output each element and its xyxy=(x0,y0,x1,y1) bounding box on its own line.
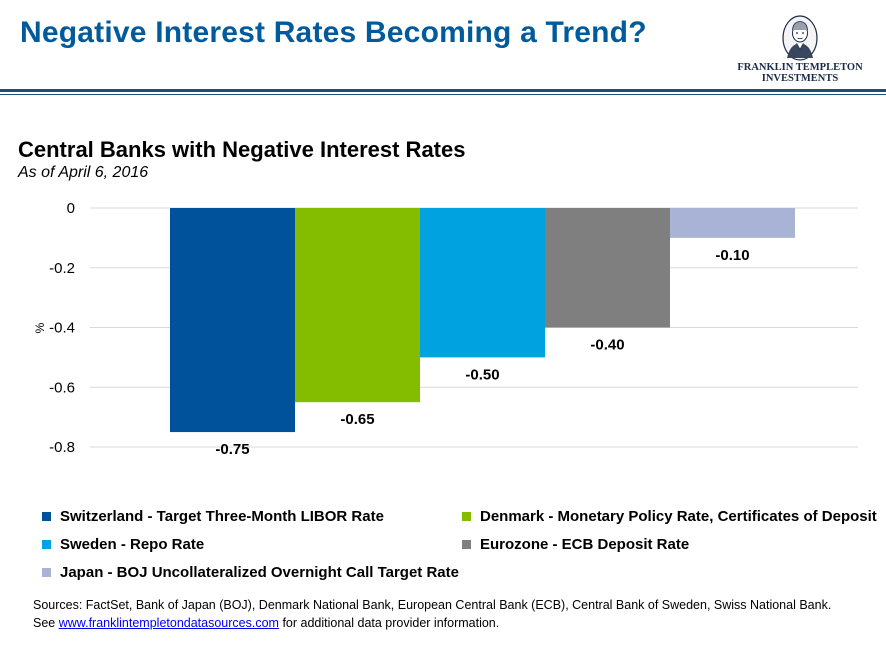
legend-label: Eurozone - ECB Deposit Rate xyxy=(480,536,690,553)
see-text: See xyxy=(33,616,59,630)
legend-swatch xyxy=(42,540,51,549)
chart-subtitle: As of April 6, 2016 xyxy=(18,164,149,181)
page-title: Negative Interest Rates Becoming a Trend… xyxy=(20,16,647,49)
bar-chart: 0 -0.2 -0.4 -0.6 -0.8% -0.75 -0.65 -0.50 -0.40 -0… xyxy=(33,200,858,458)
provider-info-text: for additional data provider information… xyxy=(278,616,500,630)
y-tick-label: -0.4 xyxy=(49,320,75,337)
header-rule-thick xyxy=(0,89,886,92)
chart-title: Central Banks with Negative Interest Rat… xyxy=(18,137,466,162)
data-label: -0.75 xyxy=(215,441,249,458)
header-rule-thin xyxy=(0,94,886,95)
data-label: -0.10 xyxy=(715,247,749,264)
bar-5 xyxy=(670,208,795,238)
legend-swatch xyxy=(462,512,471,521)
legend-item: Switzerland - Target Three-Month LIBOR R… xyxy=(42,508,384,525)
sources-note: Sources: FactSet, Bank of Japan (BOJ), D… xyxy=(33,596,831,632)
legend-label: Sweden - Repo Rate xyxy=(60,536,205,553)
y-tick-label: 0 xyxy=(67,200,75,217)
y-tick-label: -0.6 xyxy=(49,379,75,396)
logo-text-line2: INVESTMENTS xyxy=(761,73,839,84)
y-axis-label: % xyxy=(33,322,47,333)
logo-text-line1: FRANKLIN TEMPLETON xyxy=(737,62,863,73)
bar-1 xyxy=(170,208,295,433)
data-provider-line: See www.franklintempletondatasources.com… xyxy=(33,614,831,632)
legend-swatch xyxy=(462,540,471,549)
legend-item: Eurozone - ECB Deposit Rate xyxy=(462,536,689,553)
portrait-seal-icon xyxy=(782,15,818,61)
legend-label: Japan - BOJ Uncollateralized Overnight C… xyxy=(60,564,459,581)
data-label: -0.65 xyxy=(340,411,374,428)
legend-item: Denmark - Monetary Policy Rate, Certific… xyxy=(462,508,877,525)
bar-2 xyxy=(295,208,420,403)
bar-3 xyxy=(420,208,545,358)
legend-label: Denmark - Monetary Policy Rate, Certific… xyxy=(480,508,877,525)
legend-label: Switzerland - Target Three-Month LIBOR R… xyxy=(60,508,384,525)
data-label: -0.50 xyxy=(465,366,499,383)
y-tick-label: -0.2 xyxy=(49,260,75,277)
franklin-templeton-logo: FRANKLIN TEMPLETON INVESTMENTS xyxy=(730,12,870,84)
legend-swatch xyxy=(42,568,51,577)
sources-line: Sources: FactSet, Bank of Japan (BOJ), D… xyxy=(33,598,832,612)
bar-4 xyxy=(545,208,670,328)
legend-item: Japan - BOJ Uncollateralized Overnight C… xyxy=(42,564,459,581)
legend-swatch xyxy=(42,512,51,521)
data-sources-link[interactable]: www.franklintempletondatasources.com xyxy=(58,616,279,630)
y-tick-label: -0.8 xyxy=(49,439,75,456)
data-label: -0.40 xyxy=(590,337,624,354)
legend-item: Sweden - Repo Rate xyxy=(42,536,204,553)
